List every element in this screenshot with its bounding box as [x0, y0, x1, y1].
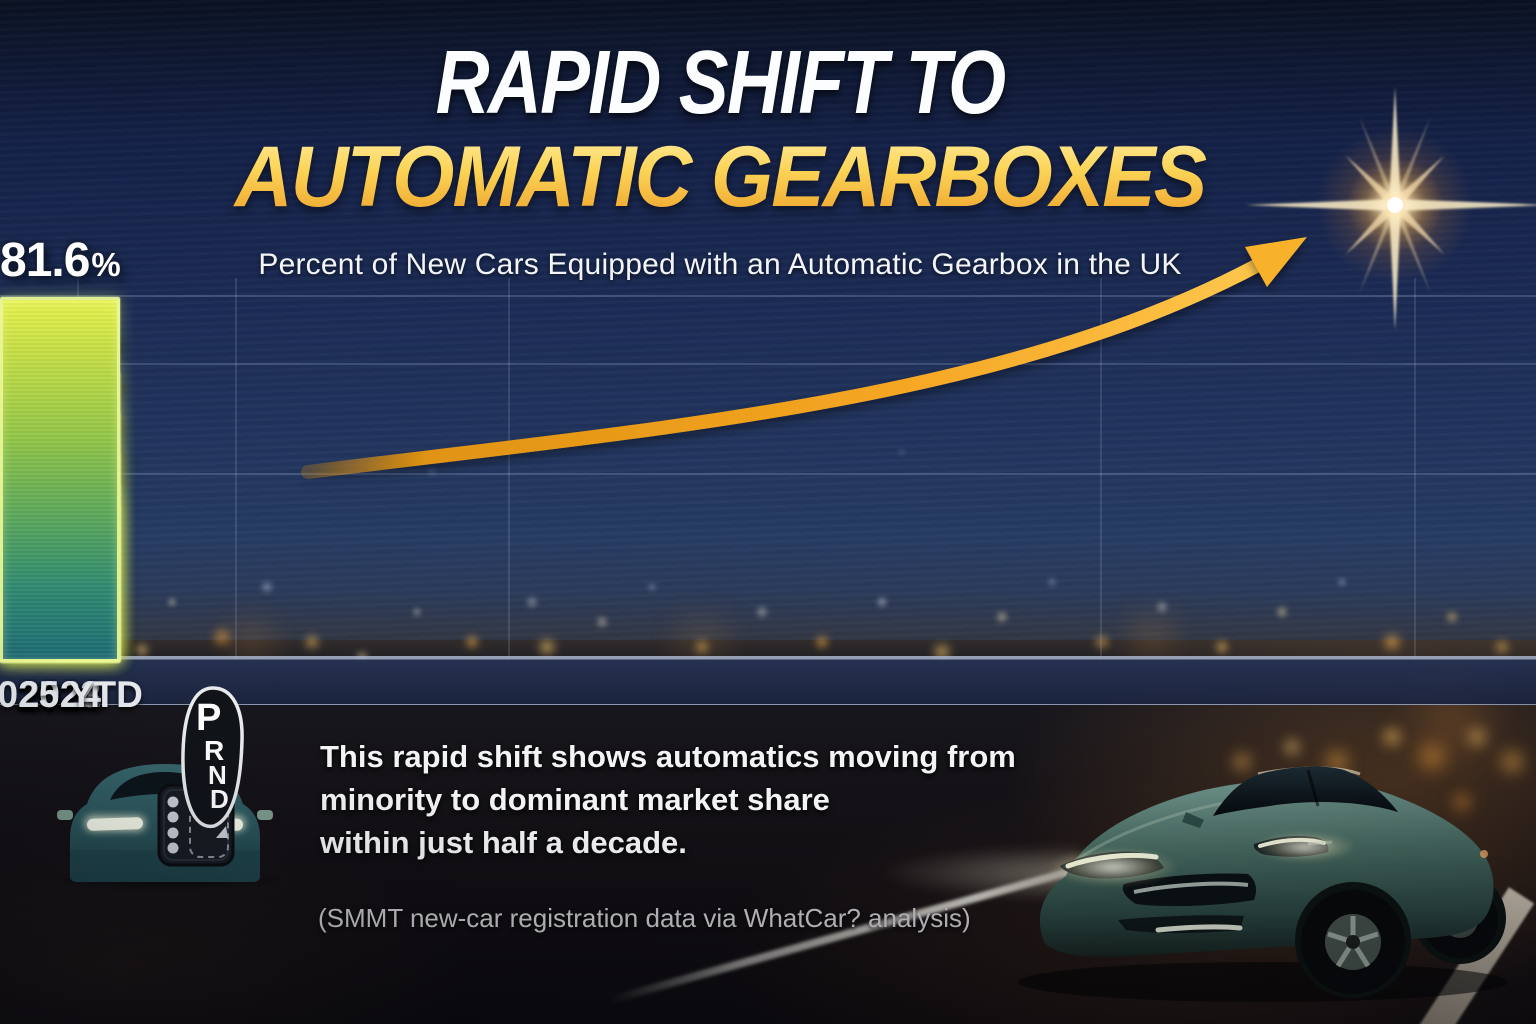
gear-shifter-illustration: P R N D: [157, 686, 244, 867]
title-line-1: RAPID SHIFT TO: [435, 33, 1007, 133]
gear-letter-p: P: [196, 697, 221, 739]
annotation-line-2: minority to dominant market share: [320, 782, 830, 817]
bar-category-label: 2025 YTD: [0, 674, 143, 715]
headlight-glow-left: [1048, 848, 1178, 886]
annotation-line-3: within just half a decade.: [320, 825, 687, 860]
headlight-glow-right: [1255, 832, 1355, 862]
chart-subtitle: Percent of New Cars Equipped with an Aut…: [258, 248, 1182, 281]
city-lights-bokeh: [0, 0, 4, 4]
side-mirror-left: [57, 810, 73, 820]
headlight-left: [87, 817, 143, 831]
chart-gridlines: [0, 278, 1536, 660]
source-attribution: (SMMT new-car registration data via What…: [318, 903, 971, 933]
bar-column-2025-ytd: 81.6% 2025 YTD: [0, 233, 143, 715]
header: RAPID SHIFT TO AUTOMATIC GEARBOXES Perce…: [0, 38, 1440, 282]
bar-2025-ytd: [0, 297, 120, 662]
title-line-2: AUTOMATIC GEARBOXES: [50, 134, 1389, 220]
annotation-line-1: This rapid shift shows automatics moving…: [320, 739, 1016, 774]
annotation-text: This rapid shift shows automatics moving…: [320, 735, 1016, 864]
gear-letter-d: D: [210, 784, 229, 814]
